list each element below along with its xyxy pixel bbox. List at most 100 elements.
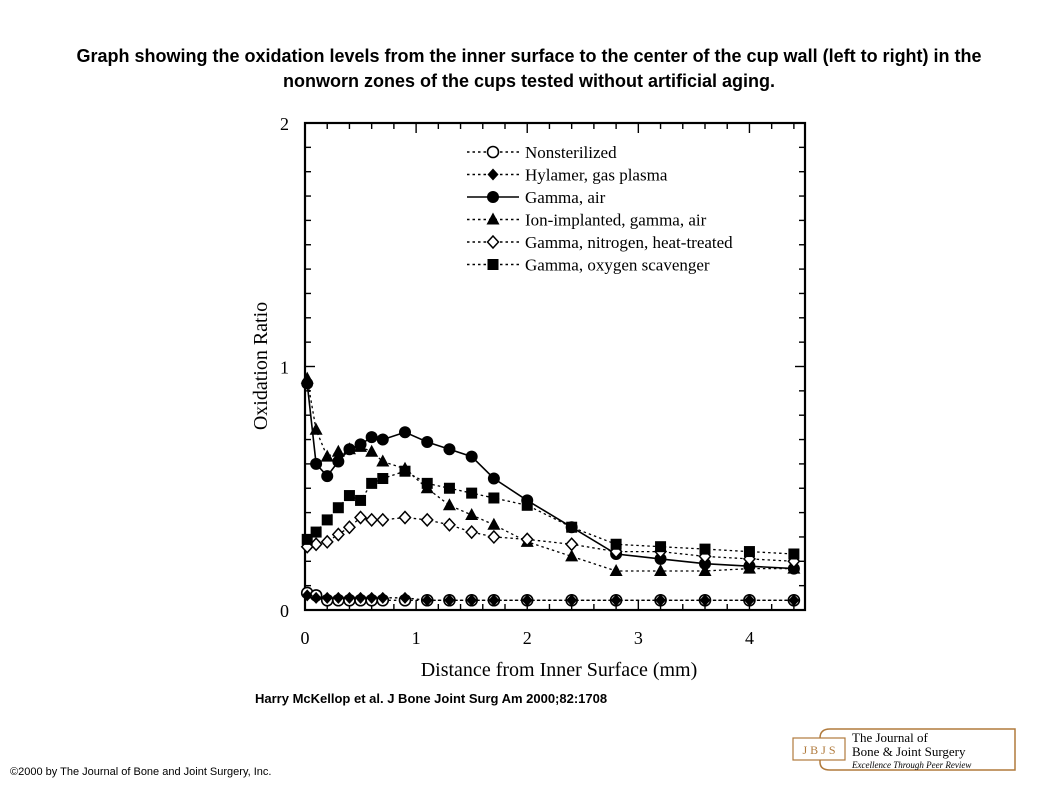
data-point xyxy=(465,524,479,540)
data-point xyxy=(466,594,478,607)
chart-svg: 0 1 2 3 4 0 1 2 Nonsterilized Hylamer, gas plasm… xyxy=(250,114,807,681)
data-point xyxy=(343,591,355,604)
data-point xyxy=(443,482,455,494)
data-point xyxy=(655,594,667,607)
data-point xyxy=(465,450,478,463)
data-point xyxy=(355,494,367,506)
legend-label: Gamma, nitrogen, heat-treated xyxy=(525,233,733,252)
data-point xyxy=(399,465,411,477)
series-5 xyxy=(300,510,801,569)
data-point xyxy=(488,492,500,504)
data-point xyxy=(301,533,313,545)
x-axis-label: Distance from Inner Surface (mm) xyxy=(421,659,698,681)
series-4 xyxy=(300,371,801,577)
data-point xyxy=(321,470,334,483)
x-tick-label: 0 xyxy=(301,628,310,648)
data-point xyxy=(520,532,534,547)
logo-line-1: The Journal of xyxy=(852,730,928,745)
legend-marker xyxy=(486,234,500,250)
data-point xyxy=(610,594,622,607)
data-point xyxy=(354,510,368,525)
series-3 xyxy=(301,377,800,575)
data-point xyxy=(320,534,334,549)
data-point xyxy=(743,594,755,607)
data-point xyxy=(421,594,433,607)
data-point xyxy=(301,589,313,602)
data-point xyxy=(654,552,667,565)
legend-entry: Ion-implanted, gamma, air xyxy=(467,211,707,230)
data-point xyxy=(332,455,345,468)
series-layer xyxy=(300,371,801,607)
citation: Harry McKellop et al. J Bone Joint Surg … xyxy=(255,691,608,706)
data-point xyxy=(609,564,623,577)
data-point xyxy=(399,591,411,604)
oxidation-chart: 0 1 2 3 4 0 1 2 Nonsterilized Hylamer, gas plasm… xyxy=(245,108,817,690)
y-tick-label: 0 xyxy=(280,601,289,621)
data-point xyxy=(377,591,389,604)
data-point xyxy=(466,487,478,499)
series-2 xyxy=(301,589,800,607)
legend-entry: Gamma, oxygen scavenger xyxy=(467,256,710,275)
logo-line-2: Bone & Joint Surgery xyxy=(852,744,966,759)
data-point xyxy=(421,477,433,489)
data-point xyxy=(300,371,314,384)
data-point xyxy=(377,473,389,485)
legend-marker xyxy=(486,145,500,159)
data-point xyxy=(487,472,500,485)
data-point xyxy=(743,546,755,558)
data-point xyxy=(565,537,579,552)
legend-label: Ion-implanted, gamma, air xyxy=(525,211,707,230)
x-tick-label: 3 xyxy=(634,628,643,648)
data-point xyxy=(610,538,622,550)
data-point xyxy=(487,517,501,530)
series-1 xyxy=(300,586,801,607)
data-point xyxy=(699,557,711,570)
data-point xyxy=(742,561,756,574)
data-point xyxy=(309,422,323,435)
series-6 xyxy=(301,465,800,560)
data-point xyxy=(565,549,579,562)
x-tick-label: 4 xyxy=(745,628,754,648)
legend-entry: Hylamer, gas plasma xyxy=(467,166,668,185)
data-point xyxy=(331,527,345,542)
data-point xyxy=(398,510,412,525)
data-point xyxy=(788,548,800,560)
data-point xyxy=(420,512,434,528)
journal-logo: J B J S The Journal of Bone & Joint Surg… xyxy=(792,728,1016,771)
data-point xyxy=(443,594,455,607)
legend-label: Gamma, oxygen scavenger xyxy=(525,256,710,275)
y-tick-label: 2 xyxy=(280,114,289,134)
axis-ticks: 0 1 2 3 4 0 1 2 xyxy=(280,114,805,648)
data-point xyxy=(342,520,356,535)
legend-marker xyxy=(486,212,500,225)
data-point xyxy=(488,594,500,607)
data-point xyxy=(366,477,378,489)
legend-label: Nonsterilized xyxy=(525,143,617,162)
data-point xyxy=(354,439,368,452)
data-point xyxy=(442,498,456,511)
data-point xyxy=(699,543,711,555)
data-point xyxy=(321,591,333,604)
data-point xyxy=(332,502,344,514)
data-point xyxy=(332,591,344,604)
data-point xyxy=(331,444,345,457)
data-point xyxy=(788,594,800,607)
data-point xyxy=(443,443,456,456)
data-point xyxy=(521,499,533,511)
y-tick-label: 1 xyxy=(280,358,289,378)
logo-mark-box xyxy=(792,737,846,761)
data-point xyxy=(320,449,334,462)
data-point xyxy=(699,594,711,607)
y-axis-label: Oxidation Ratio xyxy=(250,302,272,430)
data-point xyxy=(321,514,333,526)
slide-title: Graph showing the oxidation levels from … xyxy=(76,46,982,91)
data-point xyxy=(365,444,379,457)
legend-marker xyxy=(487,259,499,270)
data-point xyxy=(343,490,355,502)
data-point xyxy=(698,564,712,577)
data-point xyxy=(654,564,668,577)
data-point xyxy=(376,512,390,528)
data-point xyxy=(310,591,322,604)
legend-entry: Nonsterilized xyxy=(467,143,617,162)
data-point xyxy=(566,521,578,533)
